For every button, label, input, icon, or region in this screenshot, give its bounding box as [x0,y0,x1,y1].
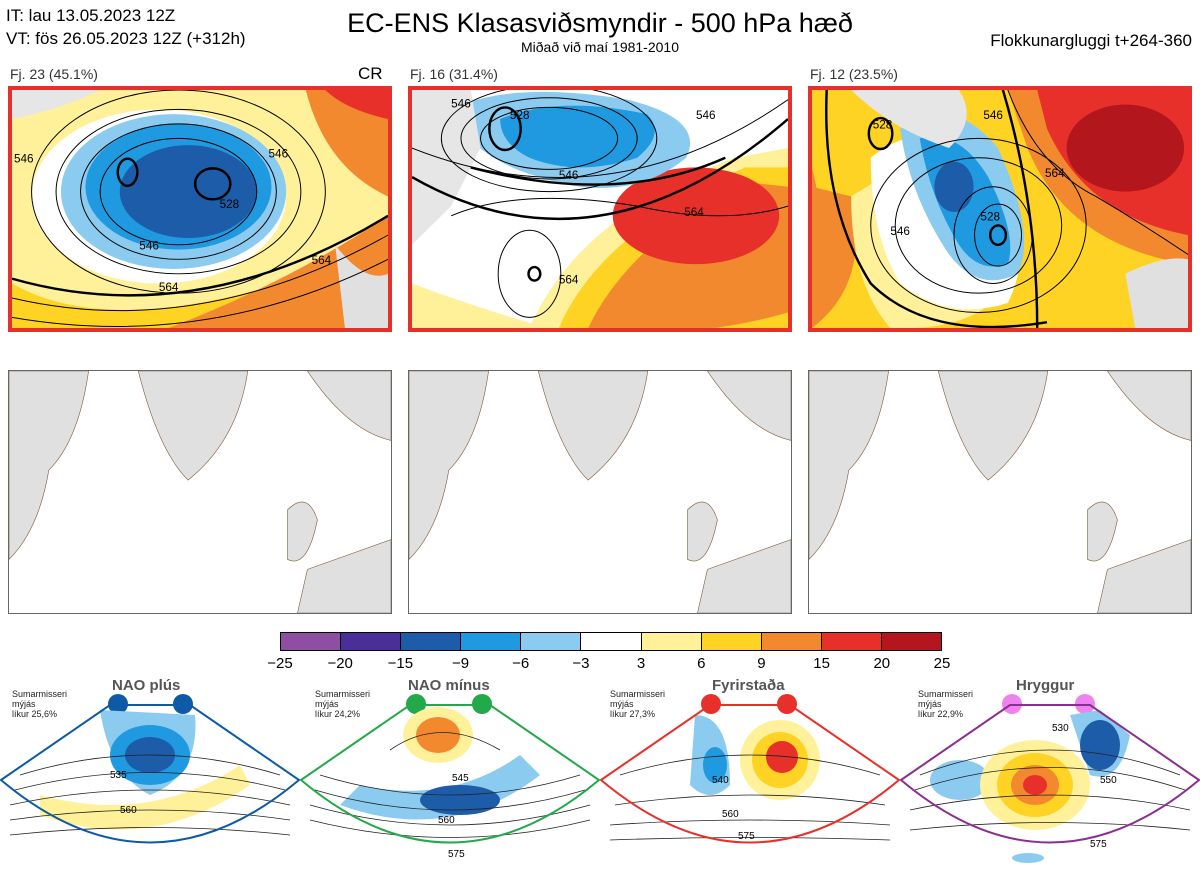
colorbar-tick-label: −20 [327,655,353,672]
cluster-1-contour-label: 546 [139,240,159,253]
cluster-3-contour-label: 546 [983,109,1003,122]
regime-title: Fyrirstaða [712,677,785,694]
regime-contour-label: 550 [1100,775,1117,786]
colorbar-tick-label: 6 [697,655,706,672]
colorbar-swatch [461,633,522,650]
regime-info: Sumarmisseri mýjás líkur 25,6% [12,689,68,719]
regime-sector-map: 545 560 575 [300,704,600,860]
regime-contour-label: 575 [1090,839,1107,850]
base-map-1[interactable] [8,370,392,614]
regime-contour-label: 560 [120,805,137,816]
cluster-3-contour-label: 528 [873,119,893,132]
base-map-3-land [809,371,1191,613]
cluster-2-map[interactable]: 546 528 546 564 564 546 [408,86,792,332]
cluster-3-contour-label: 528 [980,211,1000,224]
regime-info: Sumarmisseri mýjás líkur 24,2% [315,689,371,719]
cluster-2-contour-label: 564 [559,274,579,287]
cluster-1-contour-label: 546 [14,153,34,166]
regime-title: Hryggur [1016,677,1075,694]
colorbar-tick-label: 25 [933,655,951,672]
colorbar-tick-label: −3 [572,655,590,672]
colorbar-tick-label: −9 [451,655,470,672]
regime-contour-label: 560 [438,815,455,826]
cluster-1-contour-label: 564 [312,254,332,267]
regime-contour-label: 535 [110,770,127,781]
cluster-1-contour-label: 546 [269,148,289,161]
base-map-2[interactable] [408,370,792,614]
classification-window: Flokkunargluggi t+264-360 [990,31,1192,50]
colorbar-swatch [581,633,642,650]
cluster-1-contour-label: 528 [220,198,240,211]
regime-contour-label: 540 [712,775,729,786]
base-map-1-land [9,371,391,613]
base-map-3[interactable] [808,370,1192,614]
cluster-2-field: 546 528 546 564 564 546 [412,90,788,328]
colorbar-tick-label: 15 [813,655,830,672]
colorbar-tick-label: −6 [512,655,530,672]
cluster-3-field: 546 528 546 564 528 [812,90,1188,328]
regime-title: NAO plús [112,677,181,694]
regime-blocking[interactable]: Fyrirstaða Sumarmisseri mýjás líkur 27,3… [600,675,900,871]
cluster-2-contour-label: 546 [696,109,716,122]
base-map-2-land [409,371,791,613]
cluster-3-contour-label: 564 [1045,167,1065,180]
cluster-2-contour-label: 546 [559,169,579,182]
colorbar-tick-label: −25 [267,655,293,672]
initial-time: IT: lau 13.05.2023 12Z [6,6,176,25]
regime-nao-minus[interactable]: NAO mínus Sumarmisseri mýjás líkur 24,2%… [300,675,600,871]
colorbar-tick-label: 20 [873,655,891,672]
colorbar-swatch [641,633,702,650]
page-subtitle: Miðað við maí 1981-2010 [521,39,679,55]
cluster-1-label: Fj. 23 (45.1%) [10,66,98,82]
cluster-3-map[interactable]: 546 528 546 564 528 [808,86,1192,332]
colorbar-ticks: −25 −20 −15 −9 −6 −3 3 6 9 15 20 25 [267,655,950,675]
valid-time: VT: fös 26.05.2023 12Z (+312h) [6,29,246,48]
regime-contour-label: 575 [738,831,755,842]
cluster-3-label: Fj. 12 (23.5%) [810,66,898,82]
page-title: EC-ENS Klasasviðsmyndir - 500 hPa hæð [347,8,853,38]
regime-contour-label: 560 [722,809,739,820]
cluster-1-contour-label: 564 [159,281,179,294]
cluster-1-field: 546 528 546 564 564 546 [12,90,388,328]
regime-title: NAO mínus [408,677,490,694]
cluster-1-map[interactable]: 546 528 546 564 564 546 [8,86,392,332]
cluster-2-contour-label: 564 [684,206,704,219]
cluster-2-contour-label: 546 [451,97,471,110]
colorbar-swatch [521,633,582,650]
regime-sector-map: 540 560 575 [600,704,900,844]
colorbar-tick-label: −15 [387,655,414,672]
colorbar-swatch [281,633,342,650]
regime-contour-label: 545 [452,773,469,784]
regime-contour-label: 530 [1052,723,1069,734]
colorbar-swatch [761,633,822,650]
colorbar-tick-label: 3 [636,655,646,672]
cluster-2-label: Fj. 16 (31.4%) [410,66,498,82]
cluster-3-contour-label: 546 [890,225,910,238]
colorbar-swatch [821,633,882,650]
colorbar-tick-label: 9 [757,655,766,672]
colorbar [280,632,942,651]
cluster-1-badge: CR [358,64,383,83]
regime-nao-plus[interactable]: NAO plús Sumarmisseri mýjás líkur 25,6% … [0,675,300,871]
colorbar-swatch [701,633,762,650]
header-times: IT: lau 13.05.2023 12Z VT: fös 26.05.202… [6,4,246,50]
regime-contour-label: 575 [448,849,465,860]
regime-info: Sumarmisseri mýjás líkur 27,3% [610,689,666,719]
cluster-2-contour-label: 528 [510,109,530,122]
regime-ridge[interactable]: Hryggur Sumarmisseri mýjás líkur 22,9% 5… [900,675,1200,871]
regime-info: Sumarmisseri mýjás líkur 22,9% [918,689,974,719]
regime-sector-map: 535 560 [0,704,300,844]
colorbar-swatch [401,633,462,650]
regime-sector-map: 530 550 575 [900,704,1200,863]
colorbar-swatch [881,633,942,650]
colorbar-swatch [341,633,402,650]
